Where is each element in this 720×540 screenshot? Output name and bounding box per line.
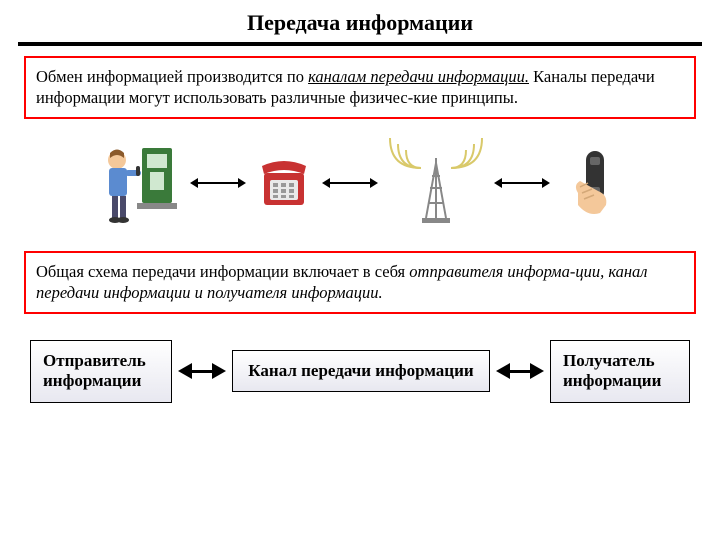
connector-3 bbox=[494, 178, 550, 188]
antenna-tower-icon bbox=[386, 138, 486, 228]
sender-card: Отправитель информации bbox=[30, 340, 172, 403]
transmission-diagram bbox=[0, 133, 720, 233]
schema-pre: Общая схема передачи информации включает… bbox=[36, 262, 409, 281]
intro-textbox: Обмен информацией производится по канала… bbox=[24, 56, 696, 119]
intro-pre: Обмен информацией производится по bbox=[36, 67, 308, 86]
person-payphone-icon bbox=[92, 138, 182, 228]
intro-underlined: каналам передачи информации. bbox=[308, 67, 529, 86]
title-underline bbox=[18, 42, 702, 46]
arrow-sender-channel bbox=[178, 363, 226, 379]
connector-1 bbox=[190, 178, 246, 188]
desk-phone-icon bbox=[254, 148, 314, 218]
schema-flow: Отправитель информации Канал передачи ин… bbox=[18, 340, 702, 403]
channel-card: Канал передачи информации bbox=[232, 350, 490, 392]
handset-icon bbox=[558, 143, 628, 223]
receiver-card: Получатель информации bbox=[550, 340, 690, 403]
arrow-channel-receiver bbox=[496, 363, 544, 379]
page-title: Передача информации bbox=[0, 0, 720, 42]
schema-textbox: Общая схема передачи информации включает… bbox=[24, 251, 696, 314]
connector-2 bbox=[322, 178, 378, 188]
